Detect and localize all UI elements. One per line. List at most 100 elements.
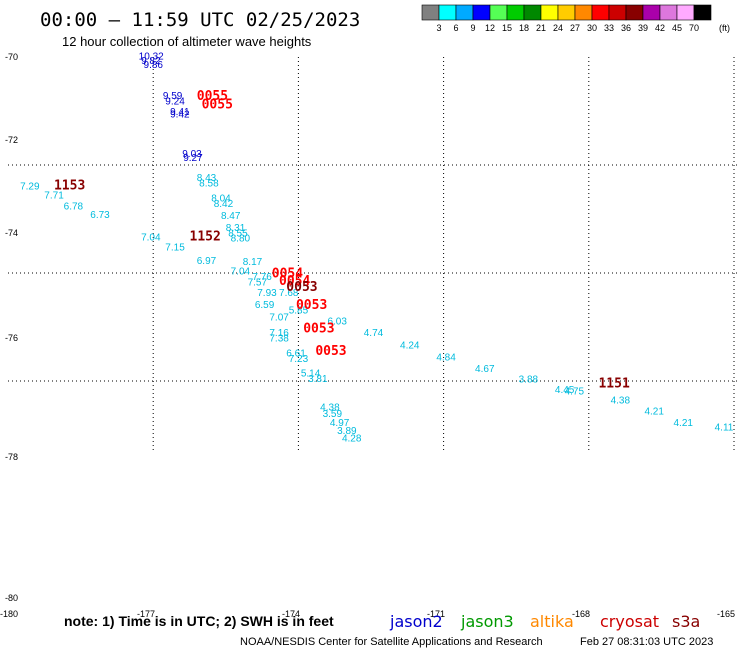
wave-height-value: 7.07 xyxy=(269,313,289,324)
wave-height-value: 4.45 xyxy=(555,385,575,396)
x-tick-label: -177 xyxy=(137,609,155,619)
wave-height-value: 4.21 xyxy=(644,406,664,417)
wave-height-value: 10.32 xyxy=(139,52,164,63)
colorbar-swatch xyxy=(438,4,457,21)
colorbar-swatch xyxy=(642,4,661,21)
pass-time-label: 0053 xyxy=(303,321,334,336)
wave-height-value: 7.04 xyxy=(231,267,251,278)
colorbar-swatch xyxy=(625,4,644,21)
pass-time-label: 0054 xyxy=(279,274,310,289)
y-tick-label: -70 xyxy=(5,52,18,62)
chart-title: 00:00 – 11:59 UTC 02/25/2023 xyxy=(40,9,360,31)
colorbar-swatch xyxy=(523,4,542,21)
wave-height-value: 9.42 xyxy=(170,109,190,120)
pass-time-label: 0053 xyxy=(286,280,317,295)
wave-height-value: 7.23 xyxy=(289,354,309,365)
wave-height-value: 7.38 xyxy=(269,334,289,345)
wave-height-value: 4.11 xyxy=(715,423,734,434)
x-tick-label: -171 xyxy=(427,609,445,619)
wave-height-value: 4.67 xyxy=(475,364,495,375)
wave-height-value: 6.61 xyxy=(286,349,306,360)
y-tick-label: -76 xyxy=(5,333,18,343)
wave-height-value: 7.71 xyxy=(44,190,64,201)
wave-height-value: 8.04 xyxy=(211,194,231,205)
wave-height-value: 7.04 xyxy=(141,233,161,244)
wave-height-value: 5.85 xyxy=(289,306,309,317)
wave-height-value: 4.74 xyxy=(364,328,384,339)
wave-height-value: 6.03 xyxy=(327,316,347,327)
grid-lines xyxy=(8,57,738,452)
wave-height-value: 4.75 xyxy=(565,387,585,398)
x-tick-label: -180 xyxy=(0,609,18,619)
satellite-name-s3a: s3a xyxy=(672,612,700,631)
y-tick-label: -74 xyxy=(5,228,18,238)
colorbar-label: 15 xyxy=(502,23,512,33)
colorbar-label: 27 xyxy=(570,23,580,33)
wave-height-value: 4.28 xyxy=(342,433,362,444)
x-tick-label: -168 xyxy=(572,609,590,619)
colorbar-label: 18 xyxy=(519,23,529,33)
satellite-legend: jason2 jason3 altika cryosat s3a xyxy=(389,612,700,631)
colorbar-label: 42 xyxy=(655,23,665,33)
y-tick-label: -78 xyxy=(5,452,18,462)
colorbar-label: 70 xyxy=(689,23,699,33)
wave-height-value: 9.59 xyxy=(163,91,183,102)
colorbar-label: 21 xyxy=(536,23,546,33)
wave-height-value: 8.42 xyxy=(214,199,234,210)
wave-height-value: 4.24 xyxy=(400,341,420,352)
wave-height-value: 9.86 xyxy=(144,60,164,71)
x-tick-label: -174 xyxy=(282,609,300,619)
pass-time-label: 0053 xyxy=(296,298,327,313)
wave-height-value: 8.17 xyxy=(243,257,263,268)
pass-time-label: 1152 xyxy=(190,230,221,245)
chart-subtitle: 12 hour collection of altimeter wave hei… xyxy=(62,34,312,49)
pass-time-label: 0055 xyxy=(197,89,228,104)
colorbar-swatch xyxy=(591,4,610,21)
colorbar-label: 39 xyxy=(638,23,648,33)
colorbar-swatch xyxy=(540,4,559,21)
footer-timestamp: Feb 27 08:31:03 UTC 2023 xyxy=(580,636,713,648)
wave-height-points: 10.329.829.86 9.599.249.419.42 9.039.27 7.2… xyxy=(20,52,734,445)
wave-height-value: 4.38 xyxy=(611,396,631,407)
colorbar-swatch xyxy=(472,4,491,21)
wave-height-value: 9.41 xyxy=(170,107,190,118)
wave-height-value: 9.03 xyxy=(182,149,202,160)
pass-time-label: 1151 xyxy=(598,376,629,391)
colorbar-swatch xyxy=(693,4,712,21)
colorbar-unit: (ft) xyxy=(719,23,730,33)
wave-height-value: 6.78 xyxy=(64,201,84,212)
wave-height-value: 4.38 xyxy=(320,403,340,414)
colorbar: 3 6 9 12 15 18 21 24 27 30 33 36 39 42 45 70 (ft) xyxy=(421,4,730,33)
colorbar-swatch xyxy=(421,4,440,21)
satellite-name-cryosat: cryosat xyxy=(600,612,659,631)
colorbar-label: 30 xyxy=(587,23,597,33)
wave-height-value: 9.82 xyxy=(141,56,161,67)
y-tick-label: -80 xyxy=(5,593,18,603)
wave-height-value: 5.14 xyxy=(301,369,321,380)
colorbar-label: 9 xyxy=(470,23,475,33)
colorbar-label: 12 xyxy=(485,23,495,33)
wave-height-value: 6.97 xyxy=(197,256,217,267)
wave-height-value: 8.80 xyxy=(231,234,251,245)
satellite-name-altika: altika xyxy=(530,612,574,631)
wave-height-value: 4.21 xyxy=(674,418,694,429)
wave-height-value: 3.59 xyxy=(323,409,343,420)
satellite-name-jason3: jason3 xyxy=(460,612,514,631)
colorbar-label: 6 xyxy=(453,23,458,33)
pass-time-labels: 0055005511531152005400540053005300530053… xyxy=(54,89,630,391)
pass-time-label: 1153 xyxy=(54,178,85,193)
wave-height-value: 8.43 xyxy=(197,173,217,184)
colorbar-label: 45 xyxy=(672,23,682,33)
colorbar-swatch xyxy=(455,4,474,21)
axis-tick-labels: -70 -72 -74 -76 -78 -80 -180 -177 -174 -171 -168 -1… xyxy=(0,52,735,619)
wave-height-value: 7.15 xyxy=(165,242,185,253)
colorbar-swatch xyxy=(557,4,576,21)
wave-height-value: 7.57 xyxy=(248,277,268,288)
wave-height-value: 3.81 xyxy=(308,374,328,385)
wave-height-value: 6.59 xyxy=(255,300,275,311)
wave-height-value: 3.88 xyxy=(519,375,539,386)
wave-height-value: 9.24 xyxy=(165,97,185,108)
pass-time-label: 0055 xyxy=(202,97,233,112)
wave-height-value: 6.73 xyxy=(90,210,110,221)
